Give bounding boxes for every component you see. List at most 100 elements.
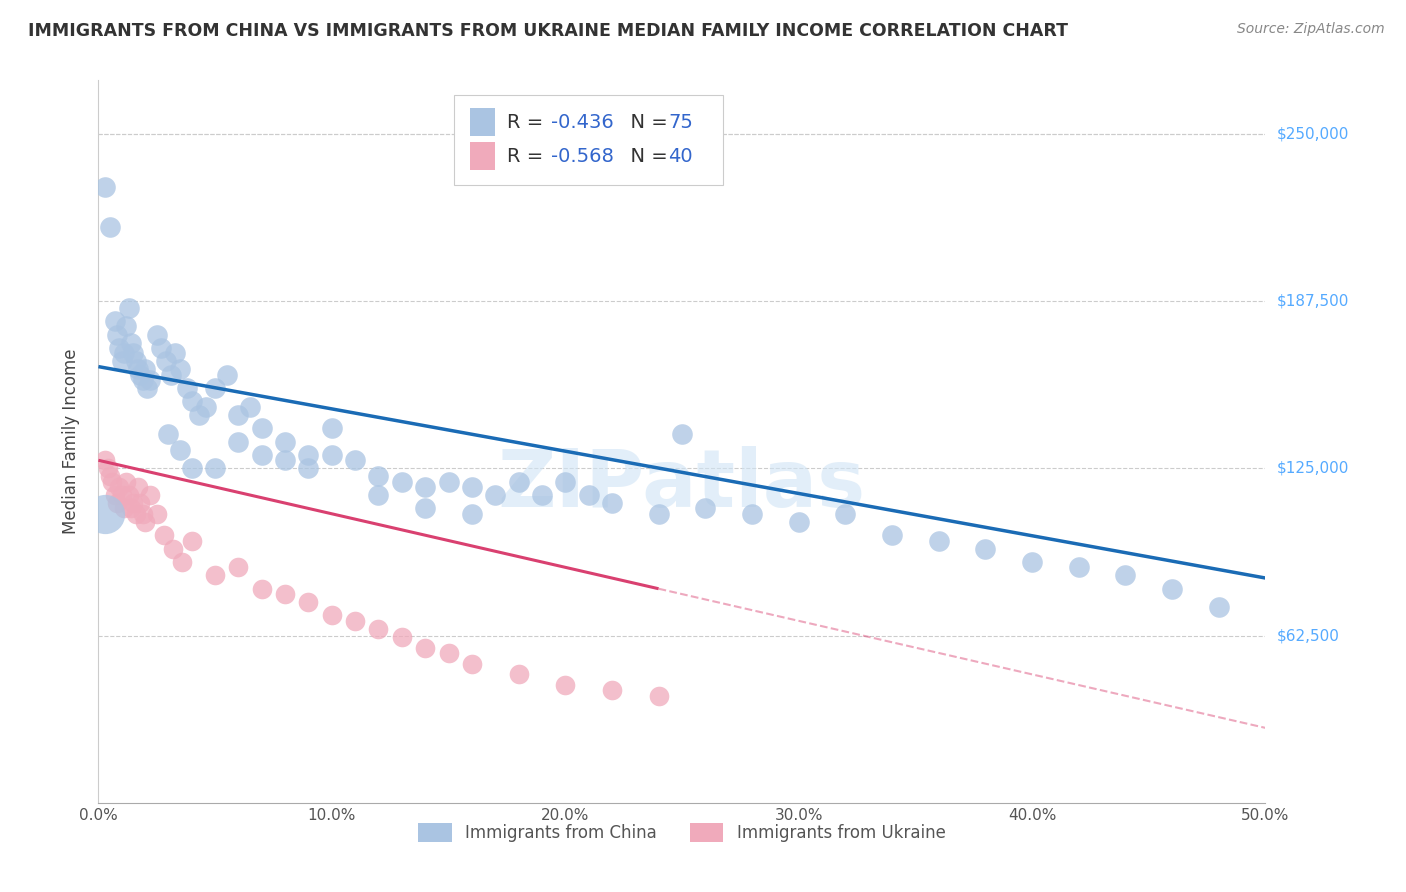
Point — [180, 461, 202, 475]
Point — [115, 475, 138, 489]
Point — [321, 448, 343, 462]
Point — [928, 533, 950, 548]
Text: $62,500: $62,500 — [1277, 628, 1340, 643]
Point — [578, 488, 600, 502]
Point — [344, 453, 367, 467]
Legend: Immigrants from China, Immigrants from Ukraine: Immigrants from China, Immigrants from U… — [412, 816, 952, 848]
Point — [461, 480, 484, 494]
Point — [321, 608, 343, 623]
Point — [134, 362, 156, 376]
Point — [834, 507, 856, 521]
Point — [554, 475, 576, 489]
Point — [180, 533, 202, 548]
Point — [695, 501, 717, 516]
Point — [367, 622, 389, 636]
Point — [508, 475, 530, 489]
Point — [159, 368, 181, 382]
Point — [105, 496, 128, 510]
Point — [134, 515, 156, 529]
Point — [127, 362, 149, 376]
Text: $187,500: $187,500 — [1277, 293, 1348, 309]
Point — [152, 528, 174, 542]
Point — [157, 426, 180, 441]
Text: N =: N = — [617, 112, 673, 132]
Point — [228, 408, 250, 422]
Point — [118, 301, 141, 315]
Point — [101, 475, 124, 489]
Point — [344, 614, 367, 628]
Text: $125,000: $125,000 — [1277, 461, 1348, 475]
Point — [250, 421, 273, 435]
Point — [111, 354, 134, 368]
Point — [98, 220, 121, 235]
Point — [600, 496, 623, 510]
Point — [125, 507, 148, 521]
Point — [239, 400, 262, 414]
Point — [647, 507, 669, 521]
Point — [274, 434, 297, 449]
Point — [437, 646, 460, 660]
Point — [274, 453, 297, 467]
Point — [108, 341, 131, 355]
Point — [94, 453, 117, 467]
Point — [129, 368, 152, 382]
Point — [176, 381, 198, 395]
FancyBboxPatch shape — [470, 109, 495, 136]
Point — [413, 480, 436, 494]
Point — [367, 488, 389, 502]
Point — [127, 480, 149, 494]
Point — [180, 394, 202, 409]
Point — [104, 488, 127, 502]
Point — [508, 667, 530, 681]
Point — [169, 362, 191, 376]
Point — [321, 421, 343, 435]
Point — [647, 689, 669, 703]
Text: Source: ZipAtlas.com: Source: ZipAtlas.com — [1237, 22, 1385, 37]
Point — [187, 408, 209, 422]
Point — [600, 683, 623, 698]
Point — [112, 501, 135, 516]
Point — [155, 354, 177, 368]
Point — [122, 496, 145, 510]
Point — [413, 640, 436, 655]
Point — [194, 400, 217, 414]
Point — [215, 368, 238, 382]
Point — [150, 341, 173, 355]
Point — [1161, 582, 1184, 596]
Point — [118, 488, 141, 502]
Point — [139, 488, 162, 502]
Point — [172, 555, 194, 569]
Y-axis label: Median Family Income: Median Family Income — [62, 349, 80, 534]
Point — [367, 469, 389, 483]
Point — [104, 314, 127, 328]
Point — [1067, 560, 1090, 574]
Point — [139, 373, 162, 387]
FancyBboxPatch shape — [470, 143, 495, 169]
Text: 75: 75 — [668, 112, 693, 132]
Point — [274, 587, 297, 601]
Point — [228, 560, 250, 574]
Point — [554, 678, 576, 692]
Point — [204, 461, 226, 475]
Point — [413, 501, 436, 516]
Text: R =: R = — [508, 112, 550, 132]
Point — [391, 475, 413, 489]
Point — [169, 442, 191, 457]
Point — [108, 480, 131, 494]
Point — [125, 354, 148, 368]
Point — [115, 319, 138, 334]
Point — [204, 568, 226, 582]
Point — [297, 595, 319, 609]
Point — [671, 426, 693, 441]
Point — [105, 327, 128, 342]
Text: R =: R = — [508, 146, 550, 166]
Point — [132, 373, 155, 387]
Text: -0.568: -0.568 — [551, 146, 614, 166]
Point — [530, 488, 553, 502]
Text: -0.436: -0.436 — [551, 112, 614, 132]
Point — [120, 335, 142, 350]
Point — [165, 346, 187, 360]
Point — [250, 582, 273, 596]
Point — [250, 448, 273, 462]
Point — [391, 630, 413, 644]
